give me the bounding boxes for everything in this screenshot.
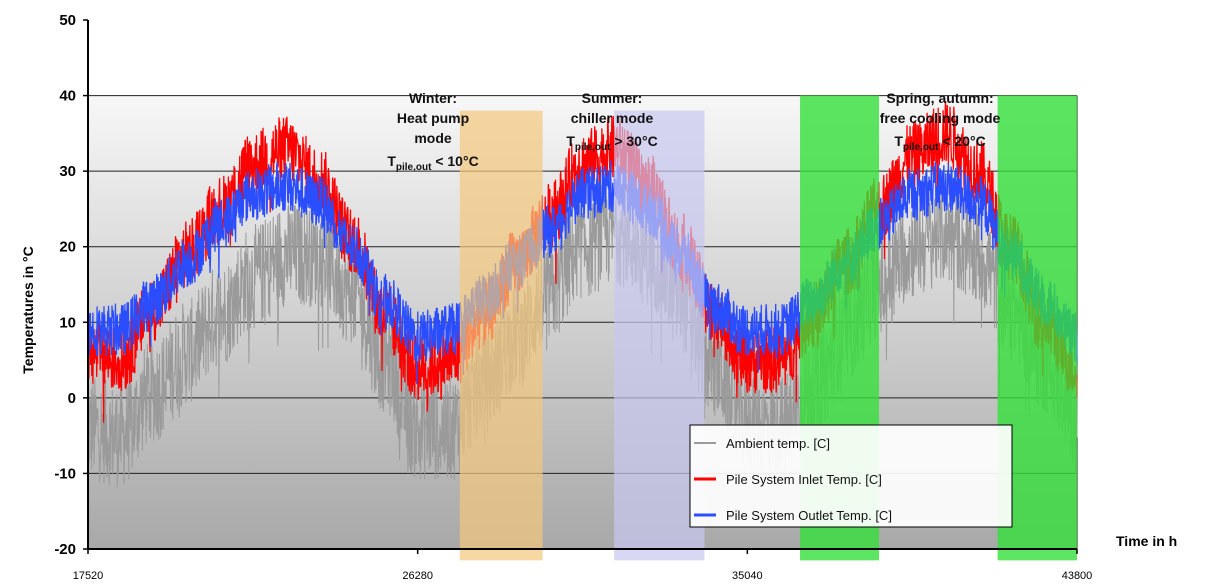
- annotation-condition: Tpile,out < 20°C: [894, 133, 985, 153]
- y-axis-label: Temperatures in °C: [20, 246, 36, 373]
- condition-symbol: T: [387, 153, 396, 169]
- series-line-2: [87, 160, 1078, 385]
- y-tick-label: 40: [59, 88, 76, 105]
- legend: Ambient temp. [C] Pile System Inlet Temp.…: [689, 424, 1013, 528]
- y-tick-label: 0: [68, 390, 76, 407]
- annotation-line: Spring, autumn:: [886, 90, 993, 106]
- annotation-line: free cooling mode: [880, 110, 1001, 126]
- legend-label: Pile System Outlet Temp. [C]: [726, 508, 892, 523]
- condition-subscript: pile,out: [903, 142, 939, 153]
- condition-threshold: < 20°C: [938, 133, 985, 149]
- y-tick-label: 10: [59, 314, 76, 331]
- legend-label: Ambient temp. [C]: [726, 436, 830, 451]
- y-tick-label: -20: [54, 541, 76, 558]
- condition-subscript: pile,out: [396, 162, 432, 173]
- annotation-condition: Tpile,out < 10°C: [387, 153, 478, 173]
- annotation-line: Winter:: [409, 90, 457, 106]
- x-tick-label: 43800: [1062, 570, 1093, 582]
- annotation-condition: Tpile,out > 30°C: [566, 133, 657, 153]
- condition-symbol: T: [566, 133, 575, 149]
- y-tick-label: 50: [59, 12, 76, 29]
- annotations: Winter: Heat pump mode Tpile,out < 10°C Summ…: [387, 90, 1000, 173]
- annotation-line: mode: [414, 130, 452, 146]
- condition-subscript: pile,out: [575, 142, 611, 153]
- y-tick-label: 30: [59, 163, 76, 180]
- annotation-line: Summer:: [582, 90, 643, 106]
- condition-threshold: < 10°C: [431, 153, 478, 169]
- legend-label: Pile System Inlet Temp. [C]: [726, 472, 882, 487]
- annotation-line: Heat pump: [397, 110, 469, 126]
- x-tick-label: 35040: [732, 570, 763, 582]
- series-line-0: [87, 180, 1078, 488]
- x-tick-label: 17520: [73, 570, 104, 582]
- mode-band-1: [614, 110, 705, 561]
- y-tick-label: -10: [54, 465, 76, 482]
- mode-band-0: [459, 110, 543, 561]
- y-tick-label: 20: [59, 239, 76, 256]
- legend-box: [689, 424, 1013, 528]
- condition-threshold: > 30°C: [610, 133, 657, 149]
- series-lines: [87, 100, 1078, 488]
- axes: -20 -10 0 10 20 30 40 50 17520 26280 35040 43800: [54, 12, 1092, 582]
- condition-symbol: T: [894, 133, 903, 149]
- series-line-1: [87, 100, 1078, 423]
- annotation-line: chiller mode: [571, 110, 654, 126]
- x-axis-label: Time in h: [1116, 533, 1177, 549]
- x-tick-label: 26280: [402, 570, 433, 582]
